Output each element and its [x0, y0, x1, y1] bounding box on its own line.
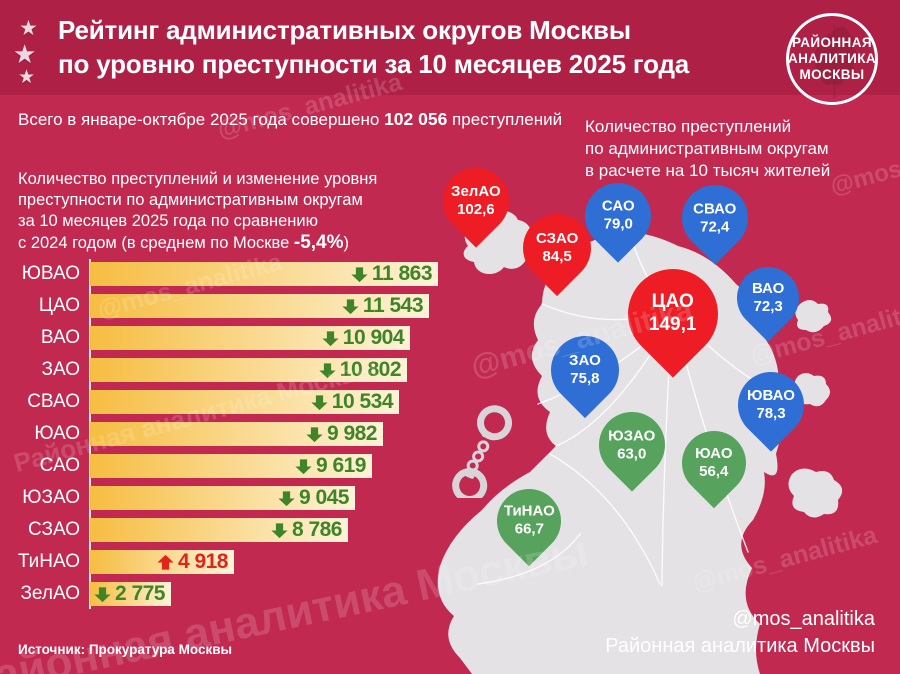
avg-prefix: с 2024 годом (в среднем по Москве [18, 234, 294, 252]
trend-down-arrow-icon [94, 586, 111, 602]
bar-row: СЗАО 8 786 [8, 518, 438, 542]
trend-down-arrow-icon [271, 522, 288, 538]
map-exclave [788, 468, 843, 518]
bar-label: СВАО [27, 391, 80, 412]
avg-suffix: ) [343, 234, 350, 252]
bar-row: ВАО 10 904 [8, 326, 438, 350]
bar-value: 9 619 [294, 454, 367, 478]
bar-value: 10 904 [321, 326, 405, 350]
bar: 10 904 [90, 326, 410, 350]
bar-chart-description: Количество преступлений и изменение уров… [18, 169, 377, 254]
desc-line: Количество преступлений [585, 117, 792, 136]
star-icon: ★ [13, 39, 37, 69]
footer-brand-name: Районная аналитика Москвы [605, 635, 875, 657]
bar-row: ЮАО 9 982 [8, 422, 438, 446]
bar-label: САО [39, 455, 80, 476]
logo-line: РАЙОННАЯ [792, 35, 872, 50]
bar-row: САО 9 619 [8, 454, 438, 478]
bar-value: 11 863 [350, 262, 433, 286]
map-exclave [794, 373, 830, 407]
bar-value: 9 045 [277, 486, 350, 510]
total-prefix: Всего в январе-октябре 2025 года соверше… [18, 110, 385, 129]
bar: 4 918 [90, 550, 234, 574]
bar: 2 775 [90, 582, 171, 606]
trend-down-arrow-icon [342, 298, 359, 314]
horseman-emblem-icon [814, 26, 858, 98]
header-band [0, 0, 900, 95]
bar: 11 863 [90, 262, 438, 286]
trend-down-arrow-icon [295, 458, 312, 474]
map-exclave [795, 300, 832, 333]
desc-line: Количество преступлений и изменение уров… [18, 170, 378, 188]
bar-rows: ЮВАО 11 863 ЦАО 11 543 ВАО 10 904 ЗАО 10 802 СВА… [8, 262, 438, 614]
desc-line: по административным округам [585, 139, 829, 158]
trend-down-arrow-icon [311, 394, 328, 410]
bar-value: 4 918 [156, 550, 229, 574]
bar: 8 786 [90, 518, 348, 542]
total-suffix: преступлений [447, 110, 563, 129]
bar-row: ЮЗАО 9 045 [8, 486, 438, 510]
brand-logo: РАЙОННАЯ АНАЛИТИКА МОСКВЫ [786, 13, 878, 105]
bar-value: 10 802 [318, 358, 402, 382]
bar-row: ТиНАО 4 918 [8, 550, 438, 574]
logo-line: АНАЛИТИКА [787, 51, 877, 66]
bar-label: ЮЗАО [22, 487, 80, 508]
trend-down-arrow-icon [319, 362, 336, 378]
bar-label: ЮВАО [21, 263, 80, 284]
title-line-1: Рейтинг административных округов Москвы [58, 15, 631, 45]
footer-handle: @mos_analitika [732, 608, 875, 630]
bar-row: ЮВАО 11 863 [8, 262, 438, 286]
logo-line: МОСКВЫ [799, 67, 865, 82]
handcuffs-icon [452, 405, 513, 498]
bar-label: ЮАО [34, 423, 80, 444]
bar-value: 8 786 [270, 518, 343, 542]
bar-value: 10 534 [310, 390, 394, 414]
star-icon: ★ [19, 17, 38, 40]
footer-brand: @mos_analitika Районная аналитика Москвы [605, 606, 875, 660]
total-count: 102 056 [384, 109, 448, 129]
trend-down-arrow-icon [351, 266, 368, 282]
bar-label: ТиНАО [17, 551, 80, 572]
bar-label: ЗАО [41, 359, 80, 380]
desc-line: за 10 месяцев 2025 года по сравнению [18, 212, 318, 230]
bar-value: 2 775 [93, 582, 166, 606]
source-note: Источник: Прокуратура Москвы [18, 642, 233, 657]
bar-label: СЗАО [27, 519, 80, 540]
bar: 9 982 [90, 422, 383, 446]
bar-label: ЗелАО [20, 583, 80, 604]
desc-line: с 2024 годом (в среднем по Москве -5,4%) [18, 232, 377, 254]
trend-down-arrow-icon [278, 490, 295, 506]
bar-label: ЦАО [38, 295, 80, 316]
bar: 9 619 [90, 454, 372, 478]
bar-row: ЗелАО 2 775 [8, 582, 438, 606]
bar: 9 045 [90, 486, 355, 510]
avg-change-value: -5,4% [293, 232, 344, 253]
bar: 11 543 [90, 294, 429, 318]
total-crimes-line: Всего в январе-октябре 2025 года соверше… [18, 109, 562, 130]
bar-label: ВАО [40, 327, 80, 348]
star-icon: ★ [18, 67, 36, 88]
trend-down-arrow-icon [322, 330, 339, 346]
bar-value: 11 543 [341, 294, 424, 318]
bar-row: СВАО 10 534 [8, 390, 438, 414]
map-area-zelao [463, 210, 532, 275]
bar-row: ЦАО 11 543 [8, 294, 438, 318]
bar: 10 534 [90, 390, 399, 414]
page-title: Рейтинг административных округов Москвы … [58, 13, 689, 81]
bar-row: ЗАО 10 802 [8, 358, 438, 382]
bar-value: 9 982 [305, 422, 378, 446]
bar: 10 802 [90, 358, 407, 382]
trend-down-arrow-icon [306, 426, 323, 442]
desc-line: преступности по административным округам [18, 191, 363, 209]
trend-up-arrow-icon [157, 554, 174, 570]
title-line-2: по уровню преступности за 10 месяцев 202… [58, 49, 690, 79]
